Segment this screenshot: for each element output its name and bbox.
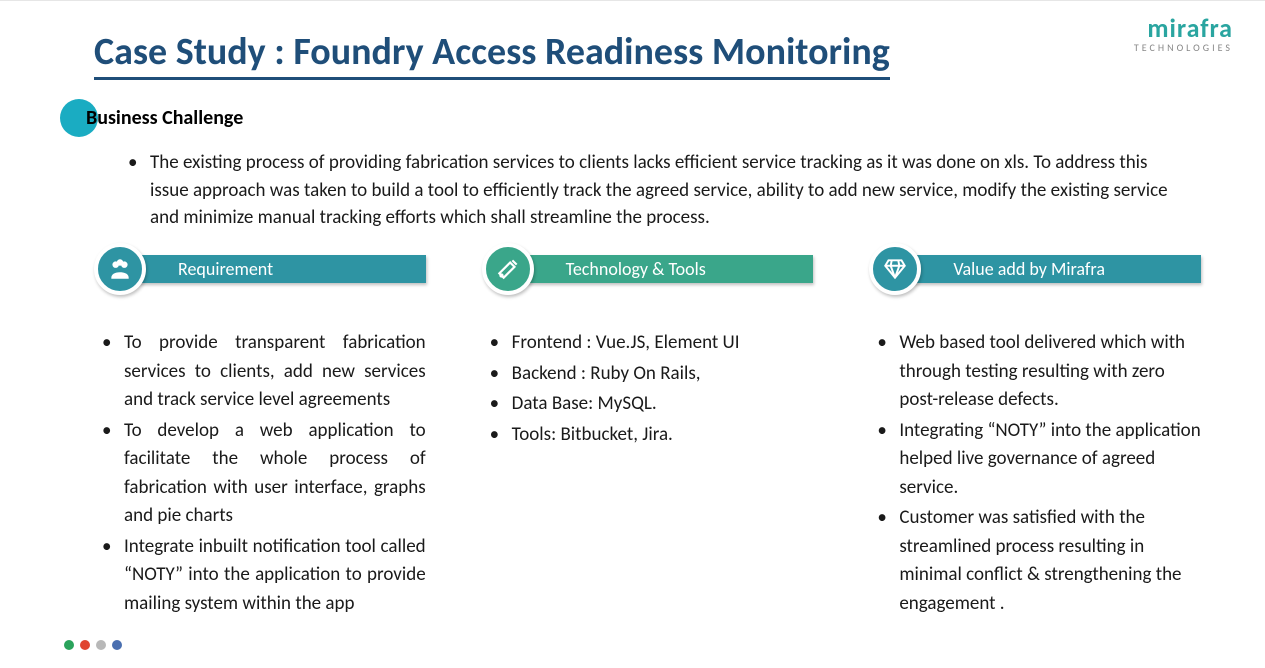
footer-dot — [64, 640, 74, 650]
people-icon — [94, 243, 146, 295]
list-item: Customer was satisfied with the streamli… — [877, 504, 1201, 618]
challenge-label: Business Challenge — [86, 106, 243, 130]
list-item: Integrating “NOTY” into the application … — [877, 417, 1201, 503]
challenge-header: Business Challenge — [60, 99, 243, 137]
footer-dots — [64, 640, 122, 650]
value-list: Web based tool delivered which with thro… — [869, 329, 1201, 618]
brand-logo: mirafra TECHNOLOGIES — [1134, 15, 1233, 53]
challenge-list: The existing process of providing fabric… — [128, 149, 1185, 232]
diamond-icon — [869, 243, 921, 295]
column-header-technology: Technology & Tools — [482, 249, 814, 289]
column-bar-requirement: Requirement — [128, 255, 426, 283]
list-item: Web based tool delivered which with thro… — [877, 329, 1201, 415]
column-technology: Technology & Tools Frontend : Vue.JS, El… — [482, 249, 814, 620]
list-item: Tools: Bitbucket, Jira. — [490, 421, 814, 450]
list-item: Data Base: MySQL. — [490, 390, 814, 419]
column-header-requirement: Requirement — [94, 249, 426, 289]
footer-dot — [112, 640, 122, 650]
challenge-item: The existing process of providing fabric… — [128, 149, 1185, 232]
requirement-list: To provide transparent fabrication servi… — [94, 329, 426, 618]
column-requirement: Requirement To provide transparent fabri… — [94, 249, 426, 620]
columns-row: Requirement To provide transparent fabri… — [94, 249, 1201, 620]
list-item: Backend : Ruby On Rails, — [490, 360, 814, 389]
footer-dot — [96, 640, 106, 650]
challenge-body: The existing process of providing fabric… — [128, 149, 1185, 232]
column-label: Value add by Mirafra — [953, 258, 1105, 280]
logo-subtext: TECHNOLOGIES — [1134, 43, 1233, 53]
page-title: Case Study : Foundry Access Readiness Mo… — [94, 29, 890, 80]
list-item: To develop a web application to facilita… — [102, 417, 426, 531]
list-item: To provide transparent fabrication servi… — [102, 329, 426, 415]
tools-icon — [482, 243, 534, 295]
list-item: Frontend : Vue.JS, Element UI — [490, 329, 814, 358]
column-bar-value: Value add by Mirafra — [903, 255, 1201, 283]
list-item: Integrate inbuilt notification tool call… — [102, 533, 426, 619]
column-header-value: Value add by Mirafra — [869, 249, 1201, 289]
column-bar-technology: Technology & Tools — [516, 255, 814, 283]
column-label: Requirement — [178, 258, 273, 280]
column-label: Technology & Tools — [566, 258, 706, 280]
technology-list: Frontend : Vue.JS, Element UI Backend : … — [482, 329, 814, 449]
footer-dot — [80, 640, 90, 650]
column-value: Value add by Mirafra Web based tool deli… — [869, 249, 1201, 620]
logo-text: mirafra — [1134, 15, 1233, 41]
